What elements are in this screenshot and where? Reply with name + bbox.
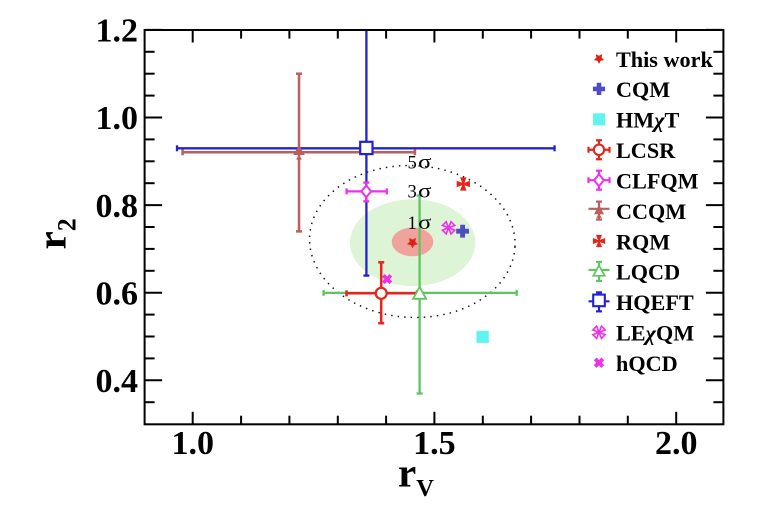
svg-text:1.0: 1.0 — [96, 100, 139, 137]
svg-text:HMχT: HMχT — [616, 108, 680, 133]
svg-text:LQCD: LQCD — [616, 260, 680, 285]
svg-text:LEχQM: LEχQM — [616, 321, 694, 346]
svg-text:0.8: 0.8 — [96, 188, 139, 225]
svg-text:1.0: 1.0 — [171, 425, 214, 462]
svg-text:1.2: 1.2 — [96, 13, 139, 50]
svg-text:1.5: 1.5 — [413, 425, 456, 462]
svg-text:σ: σ — [418, 213, 432, 234]
svg-text:0.6: 0.6 — [96, 275, 139, 312]
svg-text:CLFQM: CLFQM — [616, 169, 699, 194]
svg-text:3: 3 — [408, 182, 417, 203]
svg-text:This work: This work — [616, 47, 713, 72]
svg-text:CCQM: CCQM — [616, 199, 686, 224]
svg-text:1: 1 — [408, 213, 417, 234]
svg-text:HQEFT: HQEFT — [616, 290, 694, 315]
svg-text:σ: σ — [418, 153, 432, 174]
svg-text:CQM: CQM — [616, 77, 670, 102]
svg-text:σ: σ — [418, 182, 432, 203]
svg-text:5: 5 — [408, 153, 417, 174]
svg-text:LCSR: LCSR — [616, 138, 676, 163]
svg-text:2.0: 2.0 — [655, 425, 698, 462]
svg-text:0.4: 0.4 — [96, 363, 139, 400]
svg-text:RQM: RQM — [616, 229, 670, 254]
svg-text:hQCD: hQCD — [616, 351, 678, 376]
